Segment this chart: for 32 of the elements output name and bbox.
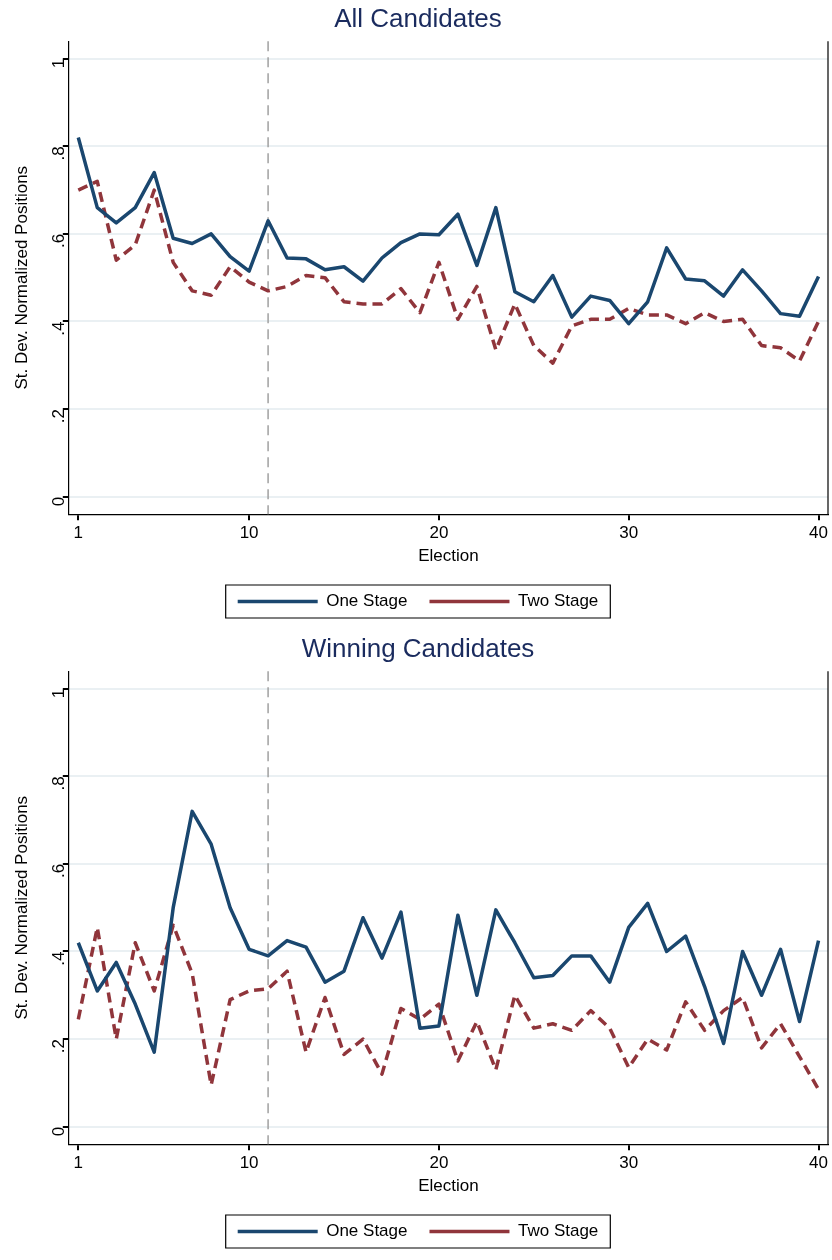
- x-axis-title: Election: [418, 1176, 479, 1196]
- y-tick-label: .6: [49, 233, 69, 249]
- chart-title: Winning Candidates: [301, 632, 535, 663]
- x-tick-label: 1: [73, 1153, 84, 1173]
- chart-title: All Candidates: [334, 2, 502, 33]
- y-tick-label: 0: [49, 496, 69, 507]
- y-tick-label: .6: [49, 863, 69, 879]
- y-axis-title: St. Dev. Normalized Positions: [11, 165, 31, 390]
- y-tick-label: .4: [49, 321, 69, 336]
- y-tick-label: .4: [49, 951, 69, 966]
- x-tick-label: 20: [429, 1153, 449, 1173]
- legend-label: One Stage: [326, 591, 408, 611]
- x-tick-label: 20: [429, 523, 449, 543]
- legend-label: Two Stage: [517, 591, 599, 611]
- y-tick-label: 1: [49, 58, 69, 69]
- x-tick-label: 40: [809, 1153, 828, 1173]
- legend-label: Two Stage: [517, 1221, 599, 1241]
- y-tick-label: .2: [49, 409, 69, 424]
- x-tick-label: 30: [619, 1153, 639, 1173]
- legend-label: One Stage: [326, 1221, 408, 1241]
- x-tick-label: 1: [73, 523, 84, 543]
- y-axis-title: St. Dev. Normalized Positions: [11, 795, 31, 1020]
- y-tick-label: 1: [49, 688, 69, 699]
- y-tick-label: .2: [49, 1039, 69, 1054]
- x-tick-label: 10: [239, 1153, 259, 1173]
- y-tick-label: 0: [49, 1126, 69, 1137]
- x-tick-label: 30: [619, 523, 639, 543]
- y-tick-label: .8: [49, 776, 69, 791]
- x-axis-title: Election: [418, 546, 479, 566]
- x-tick-label: 10: [239, 523, 259, 543]
- y-tick-label: .8: [49, 146, 69, 161]
- x-tick-label: 40: [809, 523, 828, 543]
